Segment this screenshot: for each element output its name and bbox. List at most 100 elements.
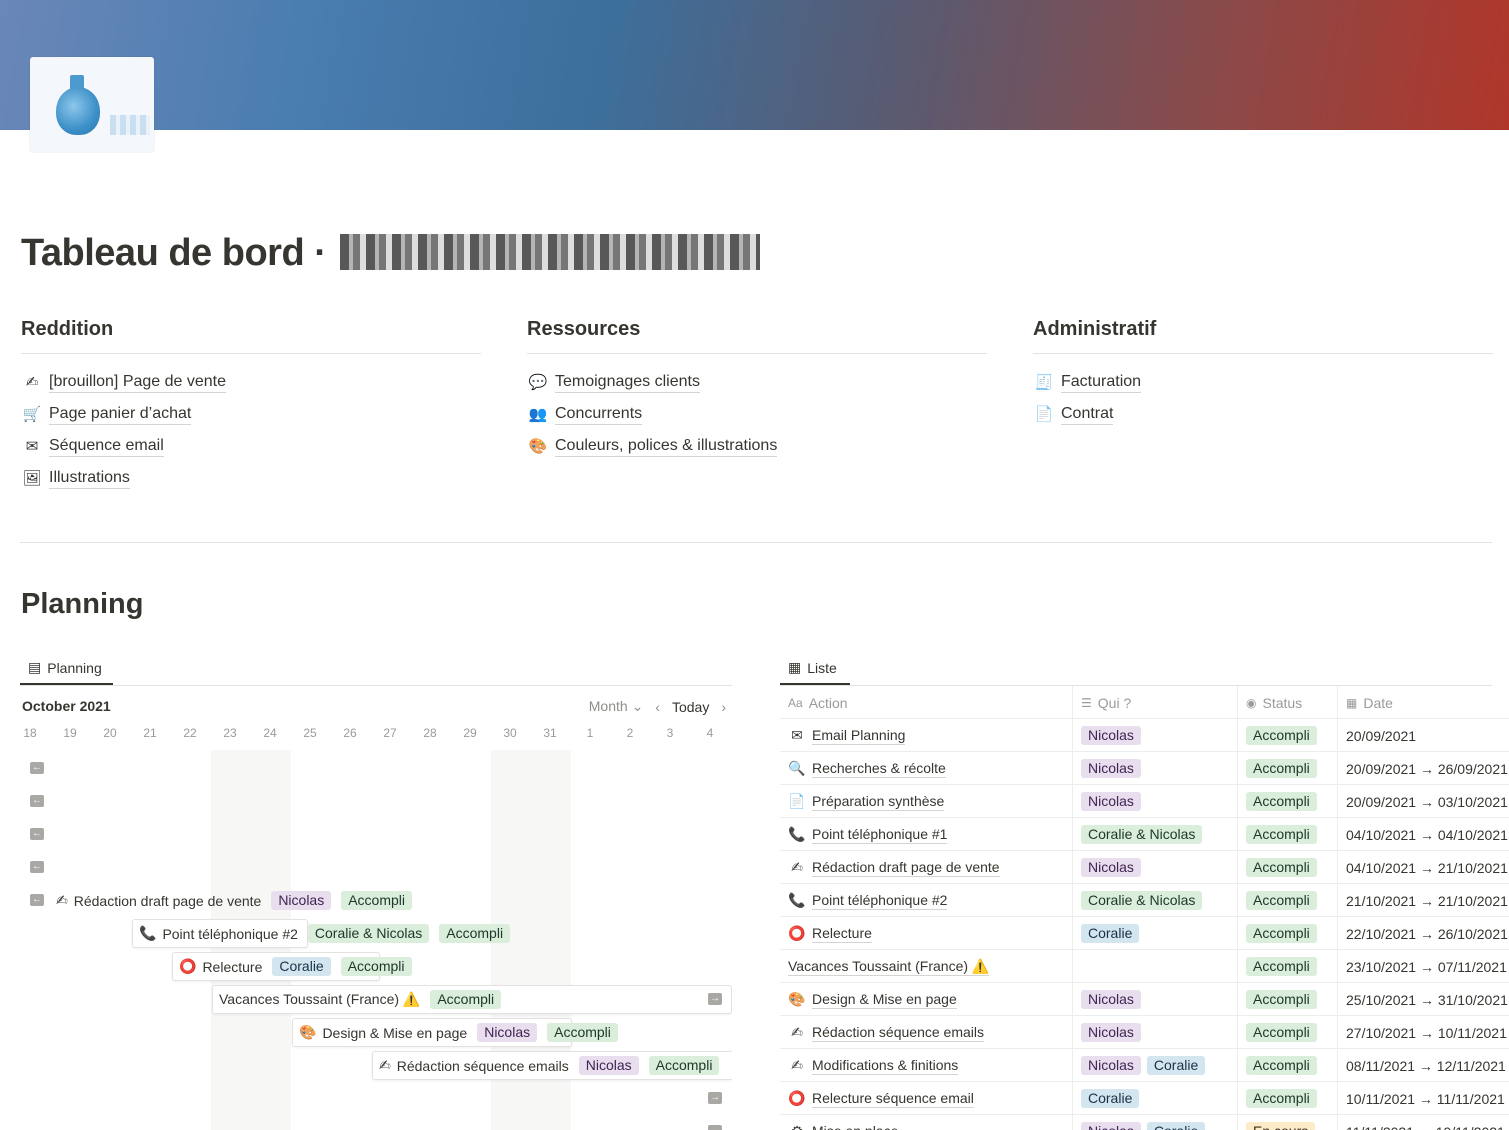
cell-status[interactable]: Accompli	[1238, 884, 1338, 917]
arrow-left-icon[interactable]: ←	[30, 894, 44, 906]
cell-qui[interactable]: Coralie	[1073, 1082, 1238, 1115]
col-header-status[interactable]: ◉ Status	[1238, 686, 1338, 719]
arrow-right-icon[interactable]: →	[708, 1125, 722, 1130]
table-row[interactable]: ✍ Rédaction draft page de vente Nicolas Acc…	[780, 851, 1509, 884]
page-link[interactable]: 🎨 Couleurs, polices & illustrations	[527, 430, 987, 462]
cell-date[interactable]: 10/11/2021 → 11/11/2021	[1338, 1082, 1509, 1115]
page-link-label[interactable]: Illustrations	[49, 468, 130, 489]
cell-date[interactable]: 20/09/2021 → 26/09/2021	[1338, 752, 1509, 785]
cell-action[interactable]: 🔍 Recherches & récolte	[780, 752, 1073, 785]
cell-qui[interactable]: Coralie	[1073, 917, 1238, 950]
page-link[interactable]: ✍ [brouillon] Page de vente	[21, 366, 481, 398]
page-link-label[interactable]: Page panier d’achat	[49, 404, 192, 425]
cell-date[interactable]: 27/10/2021 → 10/11/2021	[1338, 1016, 1509, 1049]
table-row[interactable]: ✍ Rédaction séquence emails Nicolas Accompl…	[780, 1016, 1509, 1049]
cell-action[interactable]: ✍ Rédaction draft page de vente	[780, 851, 1073, 884]
action-title[interactable]: Rédaction draft page de vente	[812, 859, 1000, 877]
col-header-action[interactable]: Aa Action	[780, 686, 1073, 719]
table-row[interactable]: ⭕ Relecture Coralie Accompli 22/10/2021 → 26…	[780, 917, 1509, 950]
timeline-item[interactable]: Vacances Toussaint (France) ⚠️ Accompli	[212, 985, 732, 1014]
cell-qui[interactable]: Nicolas	[1073, 851, 1238, 884]
cell-date[interactable]: 20/09/2021	[1338, 719, 1509, 752]
cell-date[interactable]: 08/11/2021 → 12/11/2021	[1338, 1049, 1509, 1082]
cell-qui[interactable]	[1073, 950, 1238, 983]
timeline-item[interactable]: ✍ Rédaction draft page de vente Nicolas Acc…	[50, 886, 413, 915]
tab-planning-timeline[interactable]: ▤ Planning	[20, 652, 113, 685]
page-link[interactable]: ✉ Séquence email	[21, 430, 481, 462]
col-header-qui[interactable]: ☰ Qui ?	[1073, 686, 1238, 719]
cell-status[interactable]: Accompli	[1238, 785, 1338, 818]
cell-status[interactable]: Accompli	[1238, 983, 1338, 1016]
page-link[interactable]: 🧾 Facturation	[1033, 366, 1493, 398]
action-title[interactable]: Recherches & récolte	[812, 760, 946, 778]
cell-status[interactable]: Accompli	[1238, 851, 1338, 884]
page-icon-logo[interactable]	[30, 57, 154, 152]
action-title[interactable]: Relecture séquence email	[812, 1090, 974, 1108]
action-title[interactable]: Mise en place	[812, 1122, 898, 1130]
action-title[interactable]: Vacances Toussaint (France) ⚠️	[788, 958, 990, 976]
table-row[interactable]: 📞 Point téléphonique #2 Coralie & Nicolas A…	[780, 884, 1509, 917]
cell-action[interactable]: 📞 Point téléphonique #1	[780, 818, 1073, 851]
page-link[interactable]: 👥 Concurrents	[527, 398, 987, 430]
arrow-left-icon[interactable]: ←	[30, 861, 44, 873]
cell-status[interactable]: Accompli	[1238, 917, 1338, 950]
cell-status[interactable]: Accompli	[1238, 1082, 1338, 1115]
cell-status[interactable]: Accompli	[1238, 950, 1338, 983]
cell-action[interactable]: ⭕ Relecture séquence email	[780, 1082, 1073, 1115]
page-link-label[interactable]: Temoignages clients	[555, 372, 700, 393]
table-row[interactable]: ✉ Email Planning Nicolas Accompli 20/09/2021	[780, 719, 1509, 752]
action-title[interactable]: Point téléphonique #2	[812, 892, 948, 910]
table-row[interactable]: ⭕ Relecture séquence email Coralie Accompli…	[780, 1082, 1509, 1115]
action-title[interactable]: Préparation synthèse	[812, 793, 945, 811]
page-link[interactable]: 💬 Temoignages clients	[527, 366, 987, 398]
cell-action[interactable]: ✍ Rédaction séquence emails	[780, 1016, 1073, 1049]
cell-qui[interactable]: Nicolas	[1073, 983, 1238, 1016]
cell-action[interactable]: ⚙ Mise en place	[780, 1115, 1073, 1130]
cell-action[interactable]: 📞 Point téléphonique #2	[780, 884, 1073, 917]
cell-status[interactable]: En cours	[1238, 1115, 1338, 1130]
cell-status[interactable]: Accompli	[1238, 1049, 1338, 1082]
cell-date[interactable]: 23/10/2021 → 07/11/2021	[1338, 950, 1509, 983]
today-button[interactable]: Today	[671, 698, 710, 715]
cell-date[interactable]: 20/09/2021 → 03/10/2021	[1338, 785, 1509, 818]
timeline-item[interactable]: ⭕ Relecture Coralie Accompli	[172, 952, 412, 981]
action-title[interactable]: Relecture	[812, 925, 872, 943]
cell-action[interactable]: ✉ Email Planning	[780, 719, 1073, 752]
page-link-label[interactable]: Couleurs, polices & illustrations	[555, 436, 778, 457]
timeline-item[interactable]: 📞 Point téléphonique #2 Coralie & Nicolas A…	[132, 919, 511, 948]
cell-qui[interactable]: Nicolas	[1073, 785, 1238, 818]
cell-date[interactable]: 22/10/2021 → 26/10/2021	[1338, 917, 1509, 950]
cell-action[interactable]: 🎨 Design & Mise en page	[780, 983, 1073, 1016]
cell-qui[interactable]: Coralie & Nicolas	[1073, 884, 1238, 917]
cell-status[interactable]: Accompli	[1238, 818, 1338, 851]
table-row[interactable]: 📄 Préparation synthèse Nicolas Accompli 20/0…	[780, 785, 1509, 818]
cell-qui[interactable]: Nicolas	[1073, 719, 1238, 752]
chevron-left-icon[interactable]: ‹	[655, 698, 660, 715]
page-link-label[interactable]: Concurrents	[555, 404, 643, 425]
month-dropdown[interactable]: Month ⌄	[588, 698, 644, 714]
chevron-right-icon[interactable]: ›	[721, 698, 726, 715]
cell-date[interactable]: 25/10/2021 → 31/10/2021	[1338, 983, 1509, 1016]
cell-status[interactable]: Accompli	[1238, 1016, 1338, 1049]
table-row[interactable]: 🎨 Design & Mise en page Nicolas Accompli 25/…	[780, 983, 1509, 1016]
arrow-right-icon[interactable]: →	[708, 993, 722, 1005]
timeline-item[interactable]: 🎨 Design & Mise en page Nicolas Accompli	[292, 1018, 618, 1047]
page-link[interactable]: 🖼 Illustrations	[21, 462, 481, 494]
table-row[interactable]: 📞 Point téléphonique #1 Coralie & Nicolas A…	[780, 818, 1509, 851]
action-title[interactable]: Point téléphonique #1	[812, 826, 948, 844]
cell-date[interactable]: 04/10/2021 → 04/10/2021	[1338, 818, 1509, 851]
cell-action[interactable]: 📄 Préparation synthèse	[780, 785, 1073, 818]
timeline-item[interactable]: ✍ Rédaction séquence emails Nicolas Accompl…	[372, 1051, 732, 1080]
tab-liste[interactable]: ▦ Liste	[780, 652, 850, 685]
cell-qui[interactable]: Nicolas	[1073, 752, 1238, 785]
table-row[interactable]: ✍ Modifications & finitions Nicolas Coralie…	[780, 1049, 1509, 1082]
cell-qui[interactable]: Nicolas Coralie	[1073, 1049, 1238, 1082]
arrow-left-icon[interactable]: ←	[30, 762, 44, 774]
col-header-date[interactable]: ▦ Date	[1346, 694, 1393, 711]
cell-action[interactable]: Vacances Toussaint (France) ⚠️	[780, 950, 1073, 983]
cell-qui[interactable]: Nicolas Coralie	[1073, 1115, 1238, 1130]
cell-action[interactable]: ⭕ Relecture	[780, 917, 1073, 950]
table-row[interactable]: Vacances Toussaint (France) ⚠️ Accompli 23…	[780, 950, 1509, 983]
action-title[interactable]: Rédaction séquence emails	[812, 1024, 984, 1042]
action-title[interactable]: Email Planning	[812, 727, 906, 745]
